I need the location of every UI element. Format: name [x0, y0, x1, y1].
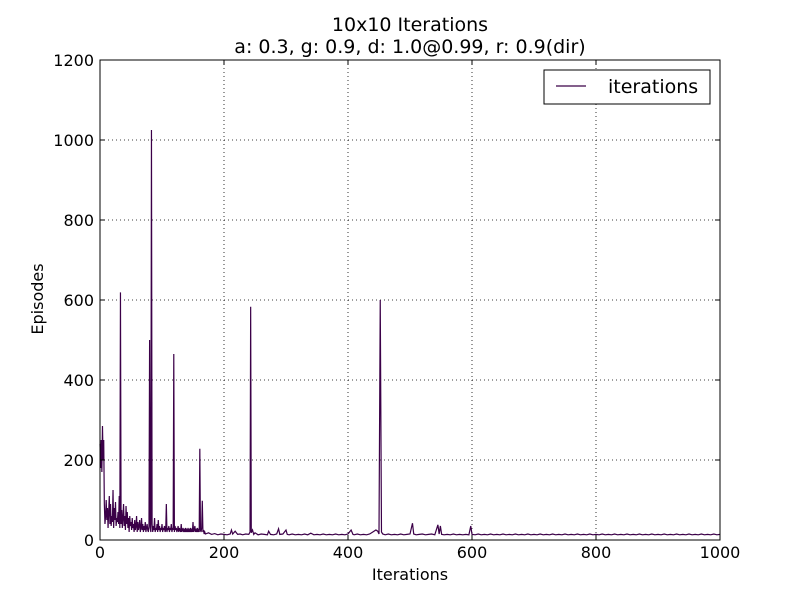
x-tick-label: 0	[95, 543, 105, 562]
chart-title-line2: a: 0.3, g: 0.9, d: 1.0@0.99, r: 0.9(dir)	[234, 36, 585, 58]
y-tick-label: 1200	[53, 51, 94, 70]
y-tick-label: 800	[63, 211, 94, 230]
x-tick-label: 800	[581, 543, 612, 562]
y-tick-label: 200	[63, 451, 94, 470]
y-tick-labels: 0 200 400 600 800 1000 1200	[53, 51, 94, 550]
legend-box	[543, 69, 711, 105]
x-tick-label: 200	[209, 543, 240, 562]
ticks	[99, 59, 721, 541]
x-axis-label: Iterations	[372, 565, 448, 584]
series-layer	[99, 129, 721, 536]
series-line-iterations	[99, 129, 721, 536]
y-axis-label: Episodes	[28, 263, 47, 334]
y-tick-label: 0	[84, 531, 94, 550]
chart-title-line1: 10x10 Iterations	[332, 14, 488, 36]
y-tick-label: 600	[63, 291, 94, 310]
y-tick-label: 400	[63, 371, 94, 390]
x-tick-labels: 0 200 400 600 800 1000	[95, 543, 740, 562]
grid	[100, 60, 720, 540]
x-tick-label: 600	[457, 543, 488, 562]
y-tick-label: 1000	[53, 131, 94, 150]
x-tick-label: 1000	[700, 543, 741, 562]
legend: iterations	[543, 69, 711, 105]
legend-label: iterations	[608, 76, 698, 98]
x-tick-label: 400	[333, 543, 364, 562]
